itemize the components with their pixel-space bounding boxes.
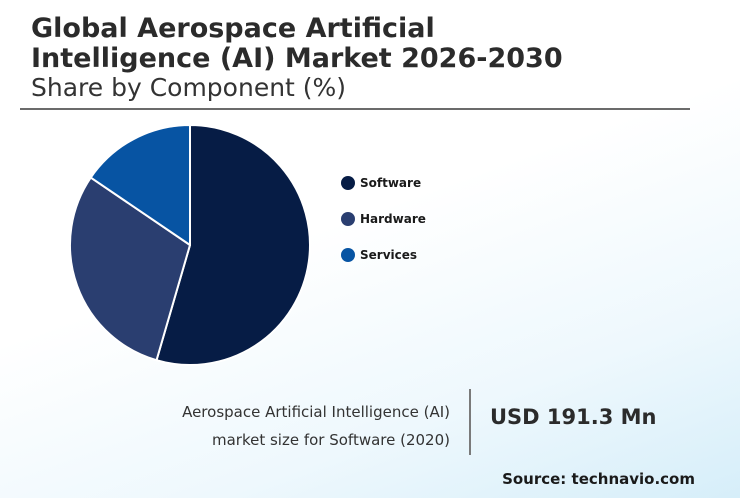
chart-title-line-2: Intelligence (AI) Market 2026-2030 [31,43,563,74]
market-size-caption-line-1: Aerospace Artificial Intelligence (AI) [182,403,450,421]
header-divider [20,108,690,110]
legend-swatch-services [341,248,355,262]
market-size-value: USD 191.3 Mn [490,405,657,429]
legend: Software Hardware Services [341,175,426,283]
chart-title-line-1: Global Aerospace Artificial [31,13,435,44]
legend-swatch-hardware [341,212,355,226]
legend-item-hardware: Hardware [341,211,426,227]
legend-swatch-software [341,176,355,190]
legend-label-services: Services [360,248,418,262]
legend-label-software: Software [360,176,422,190]
pie-slice-hardware [68,176,191,362]
pie-slice-software [155,124,311,366]
chart-title: Global Aerospace Artificial Intelligence… [31,14,563,74]
pie-slice-services [89,124,191,246]
legend-item-services: Services [341,247,426,263]
chart-subtitle: Share by Component (%) [31,73,347,102]
market-size-caption-line-2: market size for Software (2020) [211,431,450,449]
market-size-caption: Aerospace Artificial Intelligence (AI) m… [182,398,450,454]
legend-label-hardware: Hardware [360,212,426,226]
caption-divider [469,389,471,455]
source-credit: Source: technavio.com [502,470,695,488]
legend-item-software: Software [341,175,426,191]
